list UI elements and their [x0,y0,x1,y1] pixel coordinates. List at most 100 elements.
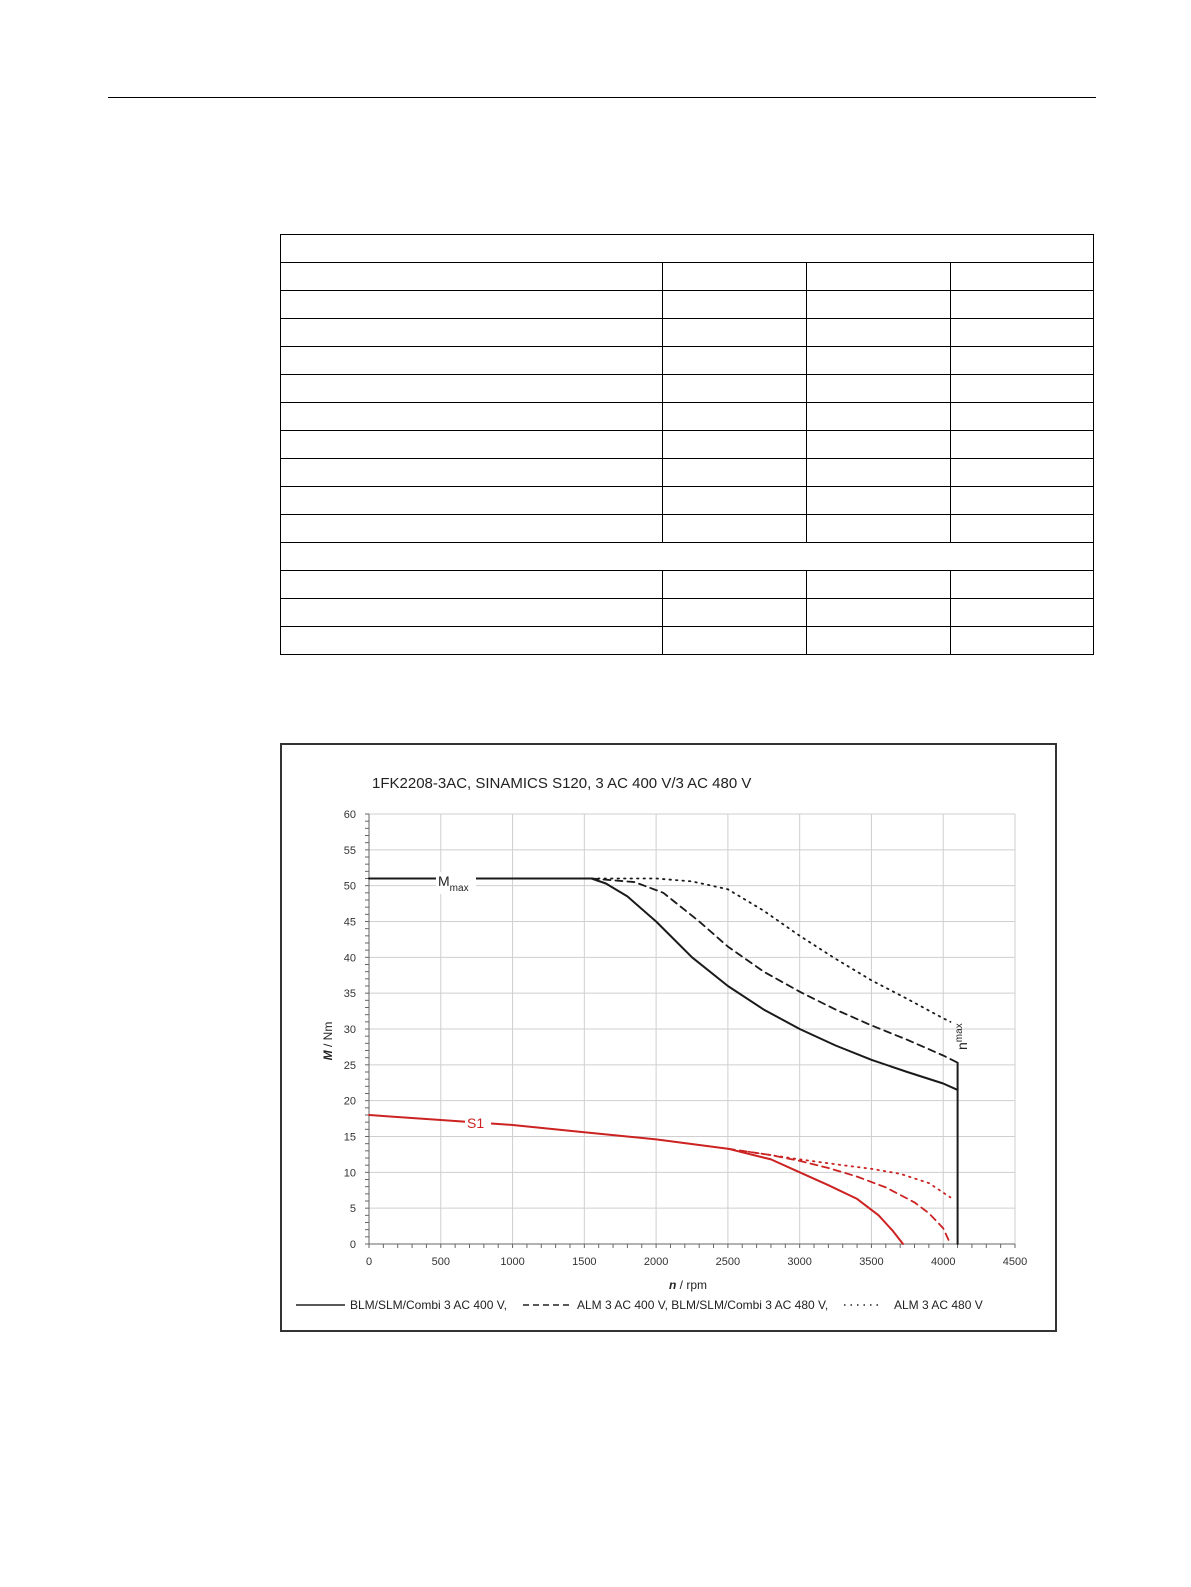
spec-table [280,234,1094,655]
y-tick-label: 15 [344,1132,356,1144]
y-tick-label: 55 [344,845,356,857]
table-row [280,430,1094,459]
table-cell [806,514,951,543]
y-axis-label: M / Nm [321,1022,335,1061]
table-cell [806,430,951,459]
table-cell [280,486,663,515]
x-tick-label: 0 [366,1256,372,1268]
x-tick-label: 500 [432,1256,450,1268]
s1-label: S1 [467,1115,484,1131]
y-tick-label: 30 [344,1024,356,1036]
series-line-mmax-solid [368,877,959,1091]
table-cell [280,458,663,487]
x-tick-label: 2000 [644,1256,668,1268]
y-tick-label: 50 [344,881,356,893]
table-cell [950,570,1094,599]
table-cell [806,458,951,487]
table-cell [806,318,951,347]
table-cell [950,486,1094,515]
table-cell [280,234,1094,263]
table-cell [662,374,807,403]
table-cell [280,514,663,543]
y-tick-label: 35 [344,988,356,1000]
table-cell [806,486,951,515]
table-cell [806,598,951,627]
series-line-s1-dotted [741,1149,952,1199]
y-tick-label: 20 [344,1096,356,1108]
table-cell [662,626,807,655]
table-cell [950,514,1094,543]
table-row [280,486,1094,515]
table-cell [806,626,951,655]
table-cell [662,346,807,375]
x-tick-label: 4000 [931,1256,955,1268]
table-cell [662,402,807,431]
table-row [280,626,1094,655]
y-tick-label: 10 [344,1167,356,1179]
torque-speed-chart: 1FK2208-3AC, SINAMICS S120, 3 AC 400 V/3… [296,775,1027,1312]
table-cell [950,318,1094,347]
chart-axes [365,813,1016,1248]
table-cell [662,262,807,291]
table-row [280,402,1094,431]
table-cell [662,430,807,459]
table-cell [950,402,1094,431]
x-tick-label: 2500 [716,1256,740,1268]
table-cell [280,402,663,431]
annotation-backdrop [465,1112,491,1132]
s1-annotation: S1 [465,1112,491,1132]
annotation-backdrop [436,872,476,894]
x-tick-label: 4500 [1003,1256,1027,1268]
table-cell [280,626,663,655]
table-cell [806,346,951,375]
table-section-header [280,234,1094,263]
series-line-mmax-dashed [590,877,959,1064]
mmax-label: Mmax [438,873,469,894]
series-line-s1-solid [368,1114,904,1245]
header-rule [108,97,1096,98]
table-cell [662,514,807,543]
legend-label-dotted: ALM 3 AC 480 V [894,1298,983,1312]
y-tick-label: 45 [344,917,356,929]
legend-label-dashed: ALM 3 AC 400 V, BLM/SLM/Combi 3 AC 480 V… [577,1298,828,1312]
y-tick-labels: 0 5 10 15 20 25 30 35 40 45 50 55 60 [344,809,356,1251]
nmax-label: nmax [954,1023,970,1050]
y-tick-label: 60 [344,809,356,821]
mmax-annotation: Mmax [436,872,476,894]
x-tick-label: 1000 [500,1256,524,1268]
legend-label-solid: BLM/SLM/Combi 3 AC 400 V, [350,1298,507,1312]
table-cell [662,318,807,347]
table-cell [950,458,1094,487]
table-cell [280,598,663,627]
table-cell [662,290,807,319]
x-tick-label: 3000 [787,1256,811,1268]
x-tick-labels: 0 500 1000 1500 2000 2500 3000 3500 4000 4500 [366,1256,1027,1268]
table-row [280,598,1094,627]
x-tick-label: 1500 [572,1256,596,1268]
table-cell [280,290,663,319]
y-tick-label: 40 [344,952,356,964]
table-cell [950,626,1094,655]
table-cell [806,262,951,291]
table-cell [806,290,951,319]
y-tick-label: 0 [350,1239,356,1251]
table-cell [950,430,1094,459]
table-section-header [280,542,1094,571]
table-row [280,290,1094,319]
y-tick-label: 5 [350,1203,356,1215]
table-cell [662,458,807,487]
table-cell [950,262,1094,291]
table-row [280,318,1094,347]
table-row [280,458,1094,487]
table-cell [806,374,951,403]
table-cell [280,374,663,403]
table-cell [280,430,663,459]
table-row [280,514,1094,543]
table-cell [662,486,807,515]
chart-title: 1FK2208-3AC, SINAMICS S120, 3 AC 400 V/3… [372,775,751,792]
table-row [280,262,1094,291]
table-row [280,374,1094,403]
table-row [280,346,1094,375]
table-cell [280,318,663,347]
table-cell [950,290,1094,319]
